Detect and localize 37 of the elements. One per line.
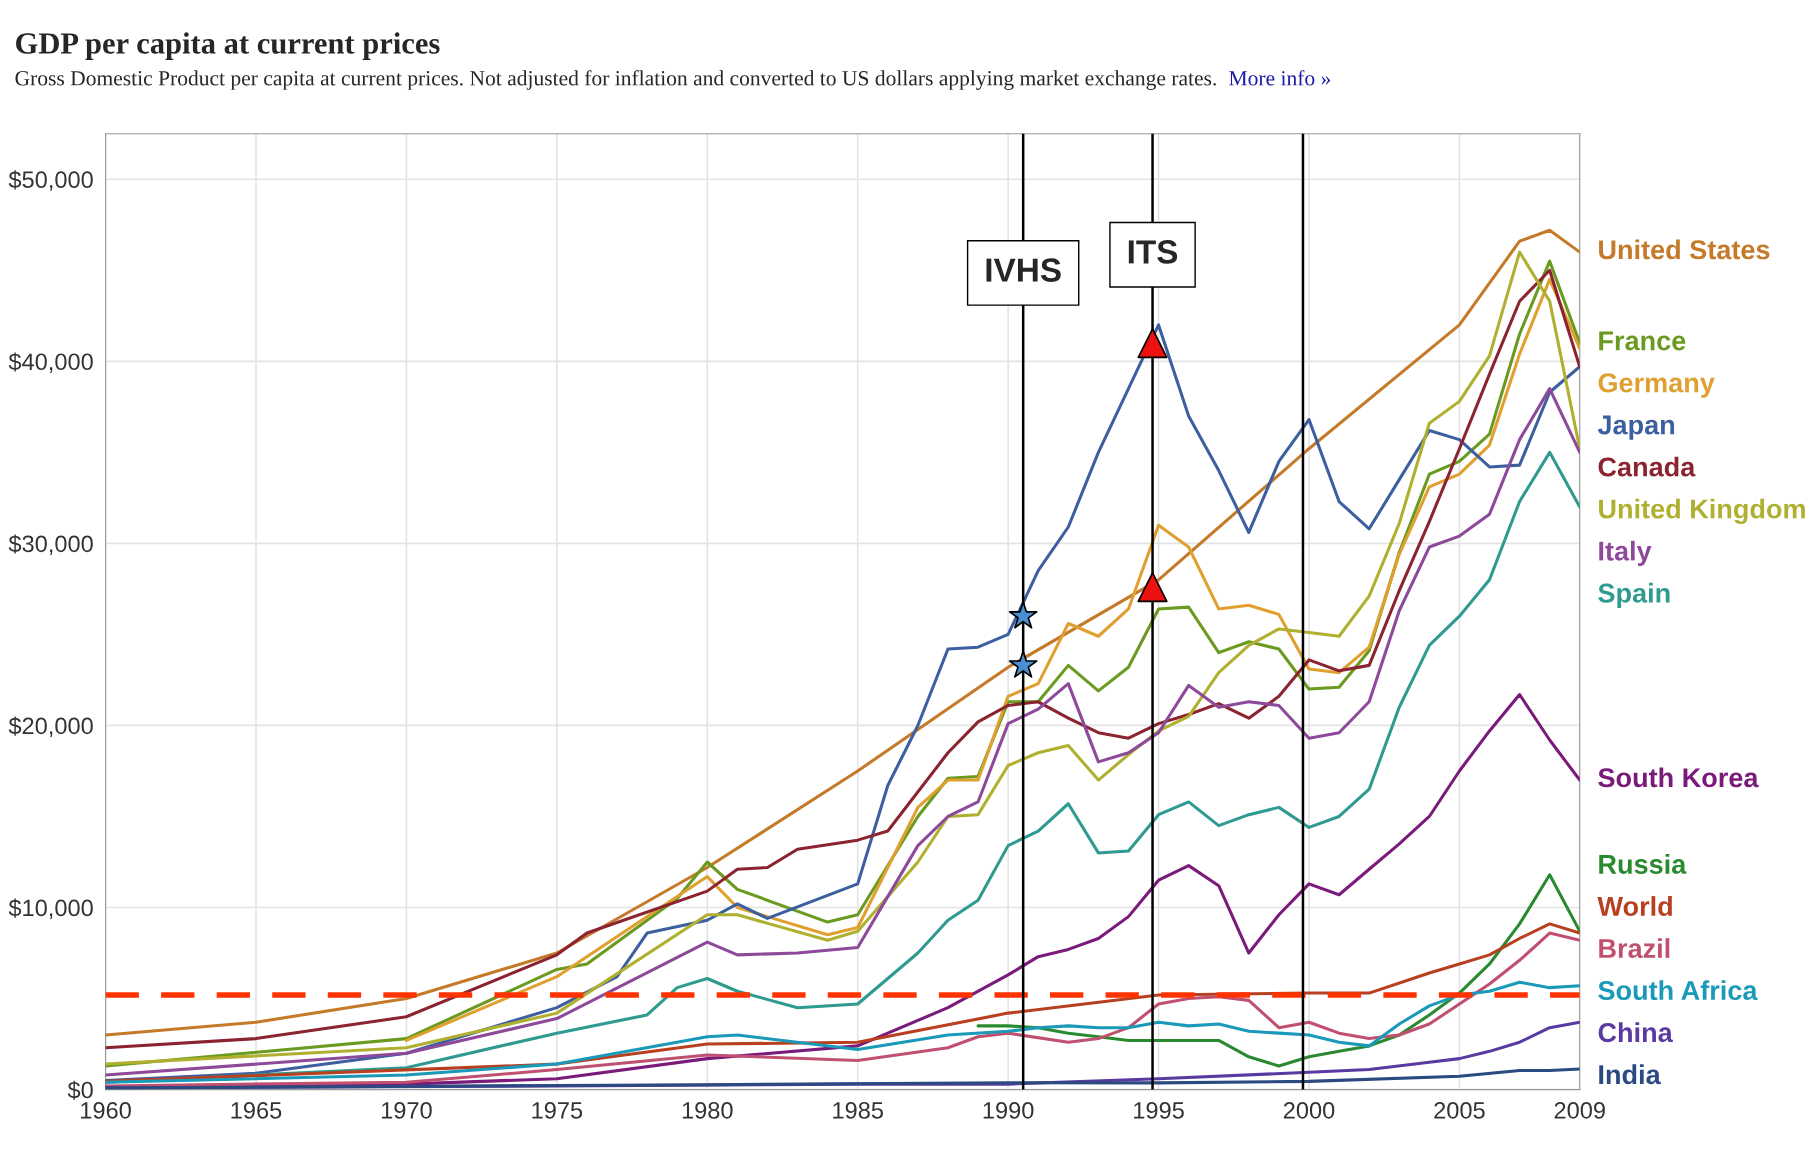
x-tick-label: 1990 [983, 1102, 1034, 1119]
series-label: Japan [1597, 415, 1675, 440]
series-label: China [1598, 1022, 1673, 1043]
series-label: South Africa [1598, 980, 1758, 1001]
series-label: South Korea [1598, 767, 1759, 788]
x-tick-label: 1965 [231, 1102, 282, 1119]
y-tick-label: $40,000 [8, 352, 93, 373]
text: More info » [1229, 70, 1331, 86]
series-label: France [1599, 331, 1686, 351]
series-label: Russia [1599, 854, 1687, 874]
series-label: Brazil [1599, 938, 1670, 959]
annotation: ITS [1128, 240, 1178, 264]
y-tick-label: $30,000 [8, 534, 93, 555]
series-label: Germany [1598, 373, 1715, 398]
series-label: World [1597, 896, 1672, 917]
text: Canada [1598, 456, 1696, 477]
annotation: IVHS [986, 258, 1061, 282]
x-tick-label: 2009 [1554, 1102, 1605, 1119]
x-tick-label: 2005 [1434, 1102, 1485, 1119]
x-tick-label: 1960 [81, 1102, 131, 1119]
y-tick-label: $0 [67, 1080, 93, 1100]
chart-title: GDP per capita at current prices [16, 32, 440, 60]
series-label: United Kingdom [1599, 498, 1805, 525]
x-tick-label: 1970 [381, 1102, 432, 1119]
y-tick-label: $10,000 [8, 898, 93, 920]
x-tick-label: 1995 [1134, 1102, 1184, 1119]
y-tick-label: $20,000 [8, 716, 93, 738]
x-tick-label: 1980 [682, 1102, 733, 1119]
x-tick-label: 2000 [1283, 1102, 1335, 1119]
y-tick-label: $50,000 [8, 170, 93, 191]
chart-subtitle: Gross Domestic Product per capita at current prices. Not adjusted for inflation and converted to US dollars applying market exchange rates. [15, 70, 1216, 90]
series-label: India [1599, 1064, 1661, 1085]
series-label: United States [1599, 239, 1770, 260]
text: Italy [1599, 540, 1652, 567]
x-tick-label: 1975 [532, 1102, 583, 1119]
text: Spain [1598, 582, 1670, 609]
x-tick-label: 1985 [833, 1102, 883, 1119]
